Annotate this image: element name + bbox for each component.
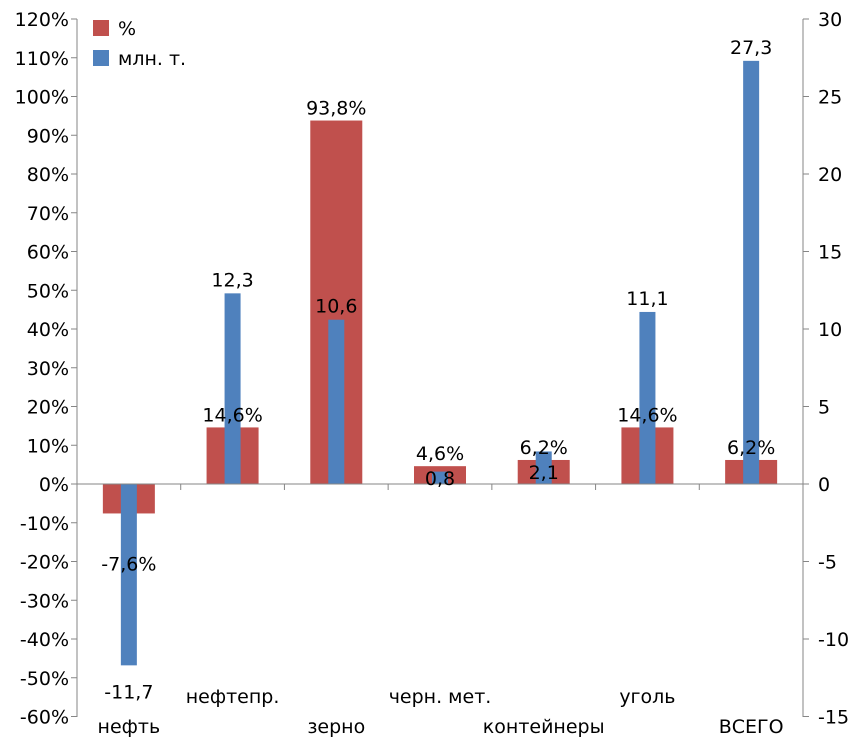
bar-mln-t [120, 484, 137, 666]
left-tick-label: -20% [20, 552, 69, 574]
category-label: черн. мет. [389, 686, 492, 708]
right-tick-label: 15 [818, 242, 842, 264]
bar-mln-t [328, 319, 345, 484]
bar-mln-t [432, 471, 448, 484]
right-tick-label: 10 [818, 319, 842, 341]
data-label-percent: 6,2% [520, 437, 568, 459]
left-tick-label: 60% [27, 242, 69, 264]
data-label-mln-t: 10,6 [315, 296, 357, 318]
bar-mln-t [224, 293, 241, 484]
data-label-percent: -7,6% [101, 553, 156, 575]
bars [102, 60, 778, 666]
left-tick-label: -10% [20, 513, 69, 535]
left-tick-label: 110% [15, 48, 69, 70]
left-tick-label: -30% [20, 590, 69, 612]
bar-mln-t [535, 451, 552, 484]
data-label-mln-t: 11,1 [626, 288, 668, 310]
data-label-mln-t: -11,7 [104, 681, 153, 703]
left-tick-label: 90% [27, 125, 69, 147]
category-label: ВСЕГО [719, 716, 784, 738]
data-label-mln-t: 12,3 [211, 269, 253, 291]
category-label: нефтепр. [186, 686, 280, 708]
category-label: уголь [619, 686, 675, 708]
data-labels: -7,6% -11,7 14,6% 12,3 93,8% 10,6 4,6% 0,8 6,2% 2… [101, 37, 775, 703]
data-label-mln-t: 27,3 [730, 37, 772, 59]
left-tick-label: 0% [39, 474, 69, 496]
legend-label: млн. т. [118, 48, 186, 70]
right-y-axis: -15 -10 -5 0 5 10 15 20 25 30 [802, 9, 849, 729]
left-tick-label: 120% [15, 9, 69, 31]
legend: % млн. т. [93, 18, 186, 70]
category-label: контейнеры [483, 716, 605, 738]
data-label-percent: 14,6% [617, 404, 677, 426]
left-tick-label: 100% [15, 87, 69, 109]
left-tick-label: -60% [20, 707, 69, 729]
right-tick-label: -10 [818, 629, 849, 651]
right-tick-label: 25 [818, 87, 842, 109]
left-tick-label: -50% [20, 668, 69, 690]
category-label: нефть [98, 716, 161, 738]
left-tick-label: 80% [27, 164, 69, 186]
data-label-mln-t: 2,1 [529, 462, 559, 484]
legend-swatch [93, 20, 109, 36]
category-label: зерно [307, 716, 365, 738]
right-tick-label: -15 [818, 707, 849, 729]
right-tick-label: -5 [818, 552, 837, 574]
x-axis: нефть нефтепр. зерно черн. мет. контейнеры уг… [76, 483, 804, 738]
left-tick-label: 50% [27, 280, 69, 302]
right-tick-label: 0 [818, 474, 830, 496]
left-y-axis: -60% -50% -40% -30% -20% -10% 0% 10% 20% 30% 40% 50… [15, 9, 78, 729]
left-tick-label: 70% [27, 203, 69, 225]
right-tick-label: 30 [818, 9, 842, 31]
data-label-percent: 14,6% [202, 404, 262, 426]
left-tick-label: 40% [27, 319, 69, 341]
left-tick-label: -40% [20, 629, 69, 651]
data-label-percent: 6,2% [727, 437, 775, 459]
legend-label: % [118, 18, 136, 40]
data-label-percent: 4,6% [416, 443, 464, 465]
bar-mln-t [639, 311, 656, 484]
data-label-percent: 93,8% [306, 98, 366, 120]
left-tick-label: 20% [27, 397, 69, 419]
right-tick-label: 5 [818, 397, 830, 419]
right-tick-label: 20 [818, 164, 842, 186]
bar-mln-t [743, 60, 760, 484]
left-tick-label: 30% [27, 358, 69, 380]
data-label-mln-t: 0,8 [425, 468, 455, 490]
legend-swatch [93, 50, 109, 66]
left-tick-label: 10% [27, 435, 69, 457]
